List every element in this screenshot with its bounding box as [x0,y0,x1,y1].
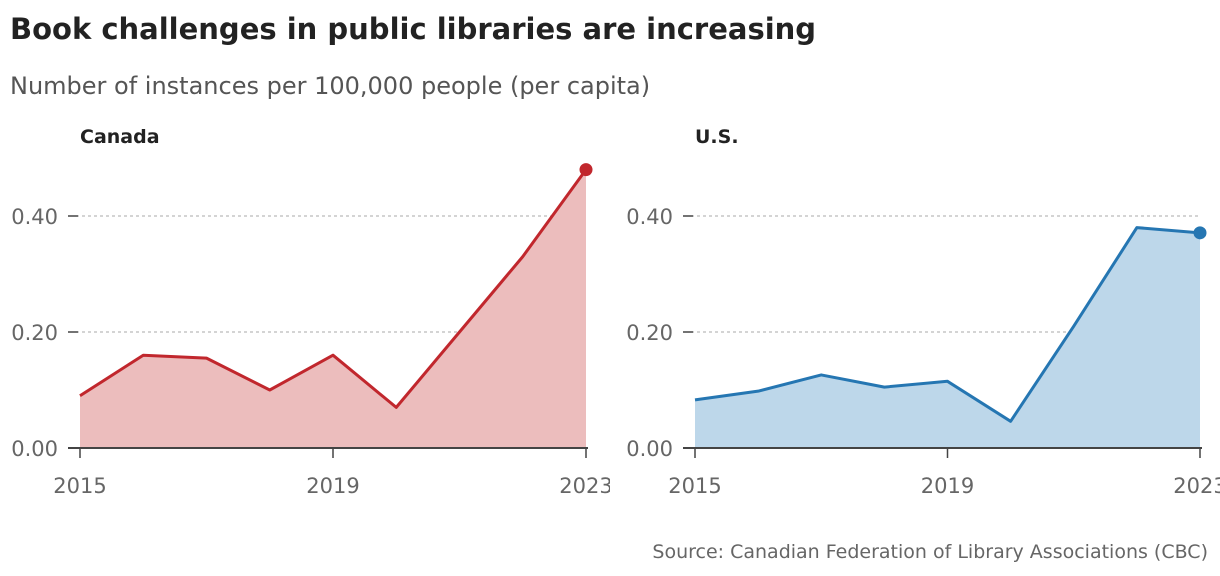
canada-endpoint-marker [579,163,593,177]
canada-chart-panel: Canada 0.00 0.20 0.40 2015 2019 2023 [11,126,610,498]
canada-y-tick-label: 0.40 [11,205,58,229]
us-x-tick-label: 2019 [921,474,974,498]
us-endpoint-marker [1193,226,1207,240]
us-area-fill [695,227,1200,448]
canada-y-tick-label: 0.20 [11,321,58,345]
canada-series-line [79,168,588,409]
canada-x-tick-label: 2023 [559,474,610,498]
us-x-tick-label: 2015 [668,474,721,498]
source-note: Source: Canadian Federation of Library A… [652,541,1208,563]
canada-x-tick-label: 2019 [306,474,359,498]
canada-area-fill [80,169,586,448]
canada-y-tick-label: 0.00 [11,437,58,461]
canada-x-tick-label: 2015 [53,474,106,498]
us-x-tick-label: 2023 [1173,474,1220,498]
canada-panel-title: Canada [80,126,160,148]
chart-title: Book challenges in public libraries are … [10,12,817,46]
us-panel-title: U.S. [695,126,739,148]
us-y-tick-label: 0.20 [626,321,673,345]
us-y-tick-label: 0.00 [626,437,673,461]
chart-subtitle: Number of instances per 100,000 people (… [10,72,651,100]
us-y-tick-label: 0.40 [626,205,673,229]
us-series-line [694,226,1201,423]
